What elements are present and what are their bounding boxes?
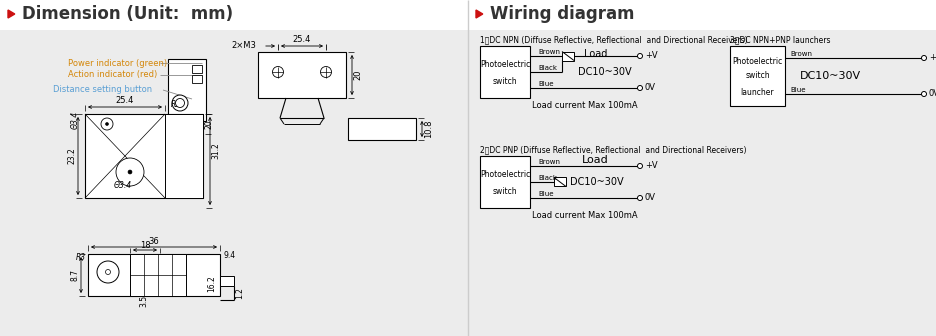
Text: DC10~30V: DC10~30V xyxy=(578,67,631,77)
Bar xyxy=(347,118,416,140)
Text: Load current Max 100mA: Load current Max 100mA xyxy=(532,101,637,111)
Bar xyxy=(553,177,565,186)
Bar xyxy=(729,46,784,106)
Text: 25.4: 25.4 xyxy=(116,96,134,106)
Text: Blue: Blue xyxy=(537,81,553,87)
Text: 2×M3: 2×M3 xyxy=(231,42,256,50)
Circle shape xyxy=(128,170,132,174)
Text: 16.2: 16.2 xyxy=(207,276,216,292)
Circle shape xyxy=(636,164,642,168)
Text: DC10~30V: DC10~30V xyxy=(569,177,623,187)
Text: 0V: 0V xyxy=(644,84,655,92)
Text: 23.2: 23.2 xyxy=(67,148,77,164)
Circle shape xyxy=(101,118,113,130)
Text: Black: Black xyxy=(537,175,556,181)
Bar xyxy=(257,52,345,98)
Text: Brown: Brown xyxy=(789,51,812,57)
Text: +V: +V xyxy=(644,162,657,170)
Text: 31.2: 31.2 xyxy=(212,142,220,159)
Text: 1.2: 1.2 xyxy=(235,287,244,299)
Text: Brown: Brown xyxy=(537,49,560,55)
Text: 36: 36 xyxy=(149,237,159,246)
Text: R3: R3 xyxy=(170,100,181,110)
Bar xyxy=(220,276,234,286)
Bar xyxy=(469,0,936,336)
Circle shape xyxy=(636,85,642,90)
Text: 2、DC PNP (Diffuse Reflective, Reflectional  and Directional Receivers): 2、DC PNP (Diffuse Reflective, Reflection… xyxy=(479,145,746,155)
Text: 18: 18 xyxy=(139,241,150,250)
Text: switch: switch xyxy=(492,77,517,86)
Text: 20: 20 xyxy=(353,70,362,80)
Text: Black: Black xyxy=(537,65,556,71)
Bar xyxy=(192,65,202,73)
Text: 3.5: 3.5 xyxy=(139,295,148,307)
Bar xyxy=(168,59,206,121)
Bar xyxy=(479,156,530,208)
Text: Dimension (Unit:  mm): Dimension (Unit: mm) xyxy=(22,5,233,23)
Text: 8.7: 8.7 xyxy=(70,269,80,281)
Circle shape xyxy=(175,98,184,108)
Text: Power indicator (green): Power indicator (green) xyxy=(68,58,167,68)
Circle shape xyxy=(636,196,642,201)
Circle shape xyxy=(172,95,188,111)
Polygon shape xyxy=(8,10,15,18)
Bar xyxy=(469,30,936,336)
Text: 25.4: 25.4 xyxy=(292,36,311,44)
Text: +V: +V xyxy=(644,51,657,60)
Text: Blue: Blue xyxy=(789,87,805,93)
Circle shape xyxy=(636,53,642,58)
Polygon shape xyxy=(475,10,482,18)
Bar xyxy=(0,30,467,336)
Text: switch: switch xyxy=(744,72,769,81)
Circle shape xyxy=(106,269,110,275)
Text: DC10~30V: DC10~30V xyxy=(798,71,859,81)
Text: Blue: Blue xyxy=(537,191,553,197)
Circle shape xyxy=(920,91,926,96)
Bar xyxy=(562,51,574,60)
Circle shape xyxy=(97,261,119,283)
Text: switch: switch xyxy=(492,187,517,196)
Text: 10.8: 10.8 xyxy=(424,120,433,138)
Text: 20: 20 xyxy=(205,119,213,129)
Bar xyxy=(0,0,467,336)
Bar xyxy=(88,254,220,296)
Bar xyxy=(130,254,186,296)
Circle shape xyxy=(116,158,144,186)
Circle shape xyxy=(106,123,109,126)
Bar xyxy=(85,114,203,198)
Text: Θ3.4: Θ3.4 xyxy=(70,111,80,129)
Text: Photoelectric: Photoelectric xyxy=(732,56,782,66)
Bar xyxy=(192,75,202,83)
Text: 0V: 0V xyxy=(644,194,655,203)
Text: R3: R3 xyxy=(76,253,86,262)
Text: +V: +V xyxy=(928,53,936,62)
Text: 0V: 0V xyxy=(928,89,936,98)
Text: Load: Load xyxy=(581,155,608,165)
Text: Load current Max 100mA: Load current Max 100mA xyxy=(532,211,637,220)
Bar xyxy=(479,46,530,98)
Text: launcher: launcher xyxy=(739,88,773,97)
Text: 9.4: 9.4 xyxy=(224,252,236,260)
Circle shape xyxy=(920,55,926,60)
Text: Photoelectric: Photoelectric xyxy=(479,60,530,69)
Text: Distance setting button: Distance setting button xyxy=(53,85,152,94)
Text: 1、DC NPN (Diffuse Reflective, Reflectional  and Directional Receivers): 1、DC NPN (Diffuse Reflective, Reflection… xyxy=(479,36,747,44)
Text: Θ3.4: Θ3.4 xyxy=(114,181,132,191)
Text: Photoelectric: Photoelectric xyxy=(479,170,530,179)
Bar xyxy=(165,114,203,198)
Text: Wiring diagram: Wiring diagram xyxy=(490,5,634,23)
Text: Action indicator (red): Action indicator (red) xyxy=(68,71,157,80)
Text: Brown: Brown xyxy=(537,159,560,165)
Text: 3、DC NPN+PNP launchers: 3、DC NPN+PNP launchers xyxy=(729,36,829,44)
Text: Load: Load xyxy=(583,49,607,59)
